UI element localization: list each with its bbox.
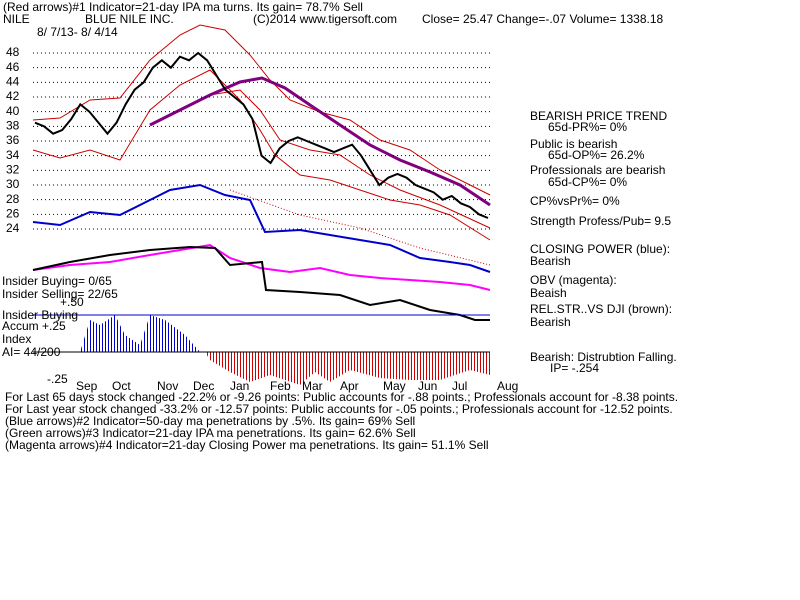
accum-negative (205, 352, 490, 385)
side-note: IP= -.254 (550, 361, 599, 375)
x-tick-label: Feb (270, 379, 291, 393)
price-line (34, 51, 489, 219)
x-tick-label: Dec (193, 379, 214, 393)
note: Insider Buying (2, 308, 78, 322)
y-tick-label: 44 (6, 75, 20, 89)
obv (32, 243, 491, 291)
rel-str-dji (32, 245, 490, 321)
side-note: Bearish (530, 254, 571, 268)
x-tick-label: Nov (157, 379, 178, 393)
side-note: REL.STR..VS DJI (brown): (530, 302, 672, 316)
y-tick-label: 38 (6, 119, 20, 133)
y-tick-label: 28 (6, 192, 20, 206)
side-note: 65d-OP%= 26.2% (548, 148, 645, 162)
copyright: (C)2014 www.tigersoft.com (253, 12, 397, 26)
upper-band (32, 24, 491, 196)
symbol: NILE (3, 12, 30, 26)
x-tick-label: Jan (230, 379, 249, 393)
x-tick-label: May (383, 379, 406, 393)
left-notes: Insider Buying= 0/65 Insider Selling= 22… (2, 274, 118, 386)
y-tick-label: 42 (6, 89, 20, 103)
indicator-line: (Red arrows)#1 Indicator=21-day IPA ma t… (3, 0, 363, 14)
y-tick-label: 30 (6, 177, 20, 191)
dates: 8/ 7/13- 8/ 4/14 (37, 25, 118, 39)
side-note: CP%vsPr%= 0% (530, 194, 620, 208)
y-tick-label: 26 (6, 207, 20, 221)
y-tick-label: 32 (6, 163, 20, 177)
y-tick-label: 34 (6, 148, 20, 162)
header: (Red arrows)#1 Indicator=21-day IPA ma t… (3, 0, 664, 39)
x-tick-label: Apr (340, 379, 359, 393)
rel-strength-trend (229, 189, 491, 266)
footer-line: (Green arrows)#3 Indicator=21-day IPA ma… (5, 426, 416, 440)
footer-line: For Last year stock changed -33.2% or -1… (5, 402, 673, 416)
side-note: Public is bearish (530, 137, 617, 151)
x-tick-label: Sep (76, 379, 98, 393)
closing-power (32, 183, 491, 273)
side-note: Bearish (530, 315, 571, 329)
footer-line: (Magenta arrows)#4 Indicator=21-day Clos… (5, 438, 489, 452)
y-tick-label: 46 (6, 60, 20, 74)
y-tick-label: 40 (6, 104, 20, 118)
x-tick-label: Jun (418, 379, 437, 393)
x-tick-label: Aug (497, 379, 518, 393)
long-ma (149, 76, 491, 207)
note: Insider Selling= 22/65 (2, 287, 118, 301)
side-note: BEARISH PRICE TREND (530, 109, 667, 123)
side-note: 65d-PR%= 0% (548, 120, 627, 134)
note: Insider Buying= 0/65 (2, 274, 112, 288)
side-note: Strength Profess/Pub= 9.5 (530, 214, 671, 228)
lower-band (32, 69, 491, 241)
y-tick-label: 36 (6, 133, 20, 147)
x-tick-label: Mar (302, 379, 323, 393)
side-note: Professionals are bearish (530, 163, 665, 177)
side-note: Bearish: Distrubtion Falling. (530, 350, 677, 364)
footer-line: For Last 65 days stock changed -22.2% or… (5, 390, 678, 404)
accum-positive (80, 315, 200, 352)
y-tick-label: 24 (6, 221, 20, 235)
quote: Close= 25.47 Change=-.07 Volume= 1338.18 (422, 12, 664, 26)
side-note: CLOSING POWER (blue): (530, 242, 670, 256)
note: -.25 (47, 372, 68, 386)
side-note: Beaish (530, 286, 567, 300)
side-note: 65d-CP%= 0% (548, 175, 627, 189)
note: AI= 44/200 (2, 345, 61, 359)
x-tick-label: Jul (452, 379, 467, 393)
side-note: OBV (magenta): (530, 273, 617, 287)
x-tick-label: Oct (112, 379, 131, 393)
note: Accum +.25 (2, 319, 66, 333)
note: Index (2, 332, 31, 346)
indicators (32, 24, 491, 385)
y-tick-label: 48 (6, 45, 20, 59)
company: BLUE NILE INC. (85, 12, 174, 26)
note: +.50 (60, 295, 84, 309)
footer-line: (Blue arrows)#2 Indicator=50-day ma pene… (5, 414, 415, 428)
